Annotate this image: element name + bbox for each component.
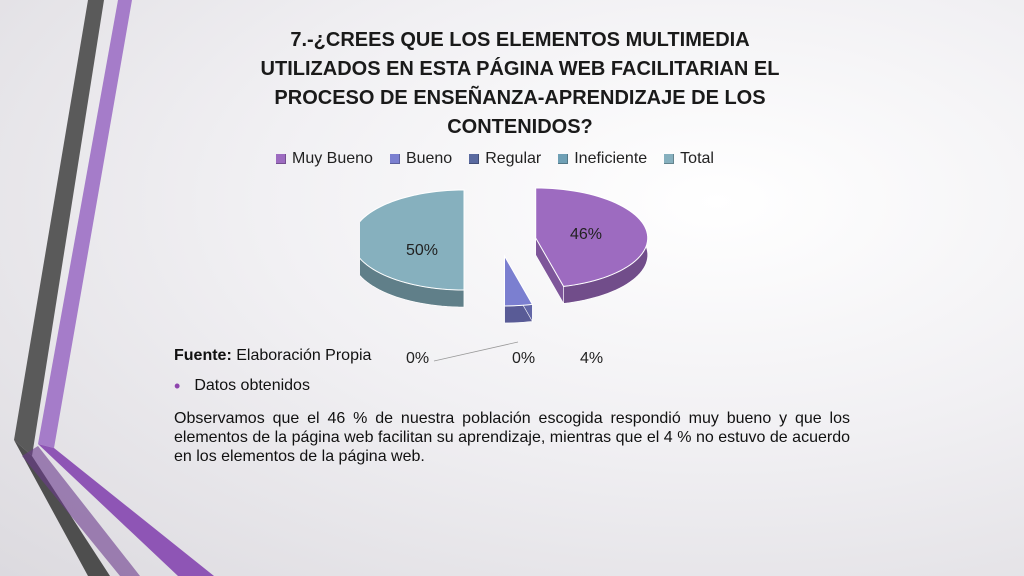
legend-swatch — [389, 154, 400, 164]
pie-label-3: 0% — [406, 350, 429, 367]
pie-label-2: 0% — [512, 350, 535, 367]
pie-labels: 46% 4% 0% 0% 50% — [406, 226, 603, 367]
legend-label: Regular — [485, 150, 542, 167]
legend-swatch — [469, 154, 480, 164]
pie-slice-bueno — [504, 254, 534, 307]
analysis-paragraph: Observamos que el 46 % de nuestra poblac… — [174, 410, 850, 465]
pie-slice-muy-bueno — [535, 187, 649, 287]
pie-label-1: 4% — [580, 350, 603, 367]
pie-slice-total — [360, 189, 465, 291]
legend-item-muy-bueno: Muy Bueno — [276, 150, 373, 168]
chart-legend: Muy Bueno Bueno Regular Ineficiente Tota… — [276, 148, 731, 170]
source-text: Elaboración Propia — [236, 347, 372, 364]
legend-swatch — [558, 154, 569, 164]
pie-chart: 46% 4% 0% 0% 50% — [360, 187, 649, 367]
legend-label: Muy Bueno — [292, 150, 373, 167]
bullet-text: Datos obtenidos — [194, 377, 310, 394]
chart-title-line: CONTENIDOS? — [447, 116, 593, 138]
chart-title-line: 7.-¿CREES QUE LOS ELEMENTOS MULTIMEDIA — [290, 29, 750, 51]
legend-label: Ineficiente — [574, 150, 648, 167]
legend-item-total: Total — [664, 150, 714, 168]
bullet-item: • Datos obtenidos — [174, 377, 310, 395]
pie-slice-tops — [360, 187, 649, 307]
legend-label: Total — [680, 150, 714, 167]
legend-swatch — [276, 154, 286, 164]
legend-swatch — [664, 154, 675, 164]
chart-title-line: UTILIZADOS EN ESTA PÁGINA WEB FACILITARI… — [260, 58, 780, 80]
legend-item-bueno: Bueno — [389, 150, 453, 168]
chart-title: 7.-¿CREES QUE LOS ELEMENTOS MULTIMEDIA U… — [230, 26, 810, 142]
legend-item-regular: Regular — [469, 150, 541, 168]
chart-title-line: PROCESO DE ENSEÑANZA-APRENDIZAJE DE LOS — [274, 87, 766, 109]
pie-label-4: 50% — [406, 242, 438, 259]
pie-leader-line — [433, 341, 519, 362]
bullet-dot-icon: • — [174, 376, 181, 396]
legend-item-ineficiente: Ineficiente — [558, 150, 647, 168]
legend-label: Bueno — [405, 150, 453, 167]
source-label: Fuente: — [174, 347, 232, 364]
pie-label-0: 46% — [570, 226, 602, 243]
source-line: Fuente: Elaboración Propia — [174, 347, 371, 365]
